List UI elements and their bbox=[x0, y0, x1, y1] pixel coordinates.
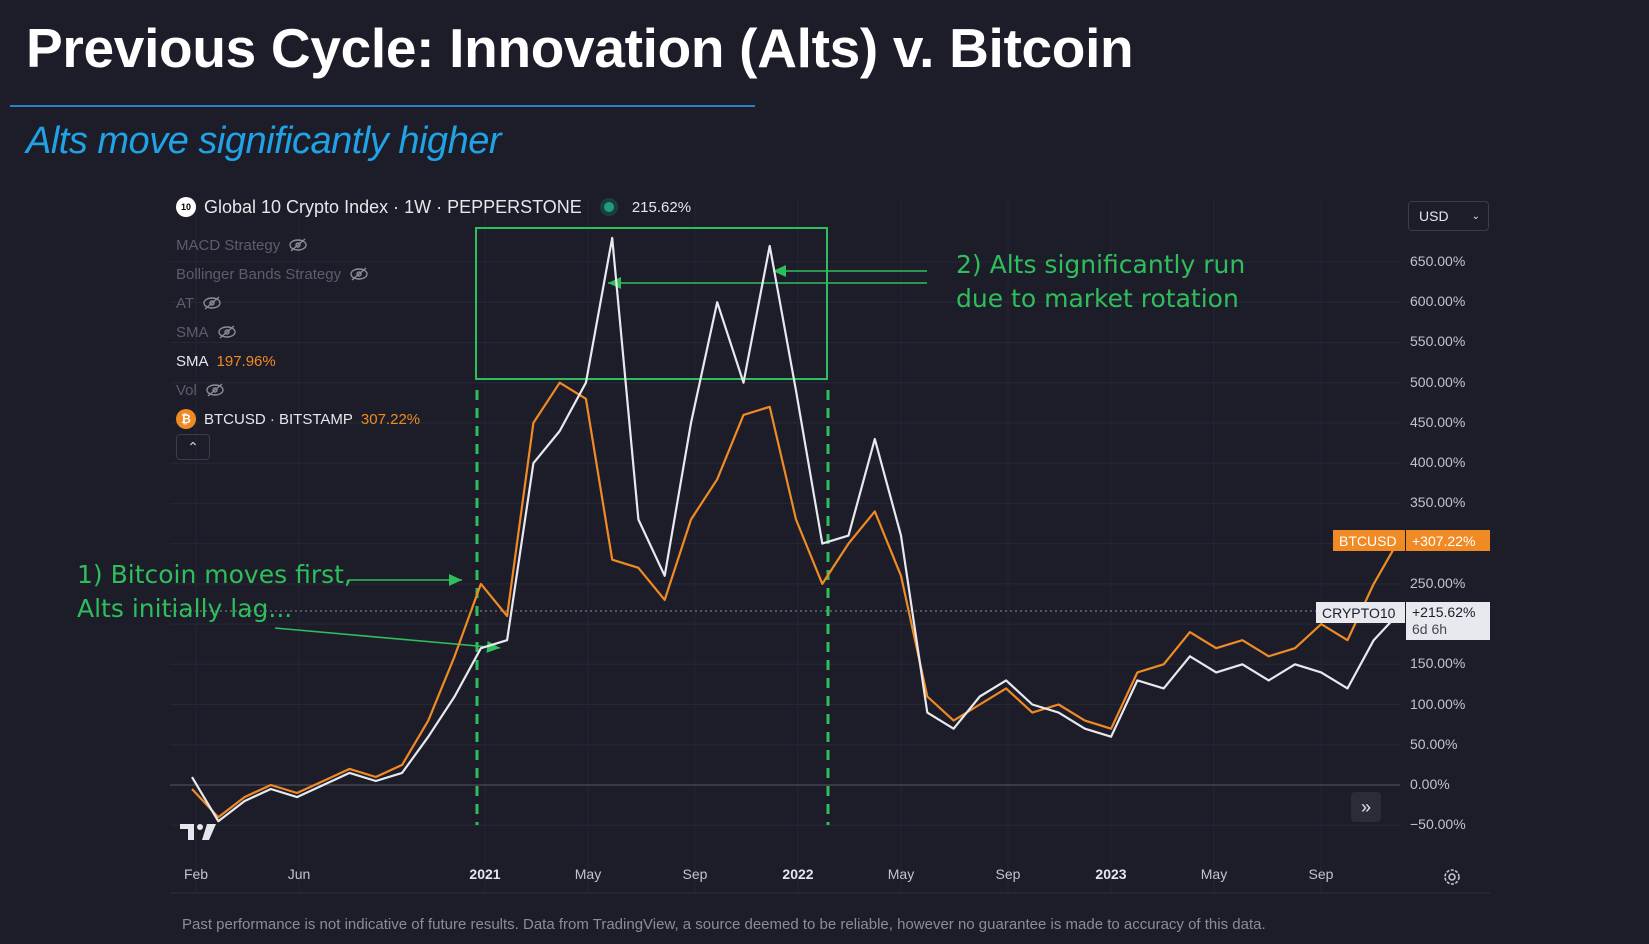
legend-main[interactable]: 10 Global 10 Crypto Index · 1W · PEPPERS… bbox=[176, 196, 691, 218]
legend-study-macd[interactable]: MACD Strategy bbox=[176, 234, 308, 256]
x-tick-label: May bbox=[1200, 866, 1228, 882]
y-tick-label: −50.00% bbox=[1410, 816, 1466, 833]
y-tick-label: 500.00% bbox=[1410, 373, 1466, 390]
study-label: MACD Strategy bbox=[176, 236, 281, 254]
arrow-to-alts-peak-2-head bbox=[773, 265, 786, 277]
x-tick-label: Sep bbox=[995, 866, 1021, 882]
arrow-to-btc-move-head bbox=[449, 574, 462, 586]
currency-value: USD bbox=[1419, 208, 1449, 224]
hidden-eye-icon[interactable] bbox=[205, 383, 225, 397]
annotation-line: Alts initially lag... bbox=[77, 594, 293, 623]
hidden-eye-icon[interactable] bbox=[202, 296, 222, 310]
study-label: SMA bbox=[176, 352, 209, 370]
annotation-line: due to market rotation bbox=[956, 284, 1239, 313]
title-divider bbox=[10, 105, 755, 107]
annotation-line: 2) Alts significantly run bbox=[956, 250, 1246, 279]
study-label: SMA bbox=[176, 323, 209, 341]
chart-grid bbox=[170, 200, 1400, 893]
tradingview-logo-icon bbox=[180, 824, 216, 840]
x-tick-label: Jun bbox=[287, 866, 311, 882]
btc-value-tag: +307.22% bbox=[1406, 530, 1490, 551]
study-label: AT bbox=[176, 294, 195, 312]
btc-value: 307.22% bbox=[360, 410, 421, 428]
y-tick-label: 600.00% bbox=[1410, 293, 1466, 310]
x-tick-label: May bbox=[887, 866, 915, 882]
y-tick-label: 650.00% bbox=[1410, 253, 1466, 269]
currency-select[interactable]: USD ⌄ bbox=[1408, 201, 1489, 231]
highlight-box bbox=[475, 227, 828, 380]
hidden-eye-icon[interactable] bbox=[288, 238, 308, 252]
y-tick-label: 550.00% bbox=[1410, 333, 1466, 350]
y-tick-label: 100.00% bbox=[1410, 695, 1466, 712]
btc-price-tag: BTCUSD bbox=[1333, 530, 1405, 551]
bar-countdown: 6d 6h bbox=[1412, 621, 1448, 637]
x-tick-label: May bbox=[574, 866, 602, 882]
btc-label: BTCUSD · BITSTAMP bbox=[204, 410, 353, 428]
slide-title: Previous Cycle: Innovation (Alts) v. Bit… bbox=[26, 17, 1134, 79]
x-tick-label: 2022 bbox=[782, 866, 814, 882]
crypto10-value-tag: +215.62% 6d 6h bbox=[1406, 602, 1490, 640]
y-tick-label: 0.00% bbox=[1410, 776, 1450, 792]
y-tick-label: 450.00% bbox=[1410, 413, 1466, 430]
y-tick-label: 350.00% bbox=[1410, 494, 1466, 511]
x-tick-label: Feb bbox=[183, 866, 209, 882]
legend-study-sma-hidden[interactable]: SMA bbox=[176, 321, 237, 343]
study-label: Bollinger Bands Strategy bbox=[176, 265, 342, 283]
legend-compare-btc[interactable]: ₿ BTCUSD · BITSTAMP 307.22% bbox=[176, 408, 420, 430]
chart-settings-gear-icon[interactable] bbox=[1442, 867, 1462, 887]
x-tick-label: Sep bbox=[682, 866, 708, 882]
crypto10-price-tag: CRYPTO10 bbox=[1316, 602, 1405, 623]
scroll-to-realtime-button[interactable]: » bbox=[1351, 792, 1381, 822]
hidden-eye-icon[interactable] bbox=[349, 267, 369, 281]
annotation-line: 1) Bitcoin moves first, bbox=[77, 560, 352, 589]
collapse-legend-button[interactable]: ⌃ bbox=[176, 434, 210, 460]
legend-study-vol[interactable]: Vol bbox=[176, 379, 225, 401]
legend-main-value: 215.62% bbox=[631, 198, 692, 216]
disclaimer: Past performance is not indicative of fu… bbox=[182, 916, 1266, 933]
y-tick-label: 50.00% bbox=[1410, 735, 1458, 752]
chevron-up-icon: ⌃ bbox=[187, 438, 199, 455]
x-tick-label: 2021 bbox=[469, 866, 501, 882]
arrow-to-alts-lag-head bbox=[486, 640, 500, 653]
y-tick-label: 400.00% bbox=[1410, 454, 1466, 471]
crypto10-value: +215.62% bbox=[1412, 604, 1476, 620]
btc-series-line bbox=[191, 381, 1401, 819]
series-lines bbox=[191, 236, 1401, 823]
annotation-bitcoin-first: 1) Bitcoin moves first, Alts initially l… bbox=[77, 558, 352, 626]
bitcoin-icon: ₿ bbox=[176, 409, 196, 429]
y-tick-label: 250.00% bbox=[1410, 574, 1466, 591]
annotation-shapes bbox=[274, 227, 927, 825]
double-chevron-right-icon: » bbox=[1360, 796, 1371, 817]
legend-study-at[interactable]: AT bbox=[176, 292, 222, 314]
y-tick-label: 150.00% bbox=[1410, 655, 1466, 672]
crypto10-series-line bbox=[191, 236, 1401, 823]
crypto10-badge: 10 bbox=[176, 197, 196, 217]
slide-subtitle: Alts move significantly higher bbox=[26, 120, 502, 162]
sma-value: 197.96% bbox=[216, 352, 276, 370]
x-tick-label: 2023 bbox=[1095, 866, 1127, 882]
chevron-down-icon: ⌄ bbox=[1471, 210, 1480, 222]
annotation-alts-run: 2) Alts significantly run due to market … bbox=[956, 248, 1245, 316]
legend-study-sma[interactable]: SMA 197.96% bbox=[176, 350, 276, 372]
live-dot-icon bbox=[603, 202, 614, 212]
arrow-to-alts-lag bbox=[274, 627, 501, 649]
hidden-eye-icon[interactable] bbox=[217, 325, 237, 339]
x-tick-label: Sep bbox=[1308, 866, 1334, 882]
legend-study-bollinger[interactable]: Bollinger Bands Strategy bbox=[176, 263, 369, 285]
study-label: Vol bbox=[176, 381, 197, 399]
arrow-to-alts-peak-1-head bbox=[608, 277, 621, 289]
legend-main-label: Global 10 Crypto Index · 1W · PEPPERSTON… bbox=[204, 196, 582, 217]
